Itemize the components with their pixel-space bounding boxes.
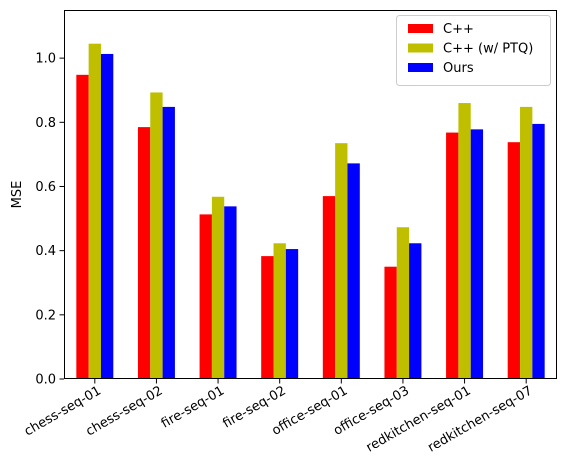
bar-chess-seq-02-series-1	[150, 92, 163, 380]
bar-fire-seq-01-series-2	[224, 206, 237, 379]
legend-box	[396, 15, 551, 86]
bar-office-seq-01-series-1	[335, 143, 348, 379]
bar-fire-seq-01-series-1	[211, 196, 225, 379]
bar-fire-seq-02-series-2	[285, 249, 299, 379]
y-tick-label: 0.2	[35, 308, 56, 323]
bar-chess-seq-02-series-0	[137, 127, 151, 380]
bars	[76, 43, 545, 380]
legend-label: C++	[443, 22, 474, 37]
y-tick-label: 0.8	[35, 116, 56, 131]
bar-fire-seq-02-series-1	[273, 243, 286, 379]
bar-chess-seq-01-series-1	[88, 43, 101, 379]
y-tick-label: 1.0	[35, 52, 56, 67]
bar-redkitchen-seq-01-series-2	[470, 129, 484, 379]
bar-redkitchen-seq-07-series-0	[507, 142, 521, 379]
legend-swatch	[408, 63, 433, 72]
legend-swatch	[408, 24, 433, 33]
bar-redkitchen-seq-01-series-1	[458, 103, 471, 380]
legend-label: C++ (w/ PTQ)	[443, 42, 533, 57]
x-tick-label: fire-seq-01	[159, 383, 227, 431]
bar-chess-seq-02-series-2	[162, 106, 175, 380]
bar-redkitchen-seq-01-series-0	[446, 132, 459, 379]
y-tick-label: 0.0	[35, 373, 56, 388]
bar-office-seq-03-series-1	[396, 227, 410, 379]
bar-redkitchen-seq-07-series-2	[532, 123, 545, 379]
x-tick-label: redkitchen-seq-07	[425, 383, 535, 455]
legend-swatch	[408, 43, 433, 53]
bar-office-seq-01-series-2	[347, 163, 360, 379]
bar-fire-seq-02-series-0	[261, 256, 274, 379]
bar-office-seq-01-series-0	[322, 196, 336, 379]
bar-redkitchen-seq-07-series-1	[520, 106, 533, 380]
bar-office-seq-03-series-2	[409, 243, 422, 379]
bar-chess-seq-01-series-2	[100, 53, 114, 380]
x-axis: chess-seq-01chess-seq-02fire-seq-01fire-…	[22, 379, 535, 456]
x-tick-label: redkitchen-seq-01	[364, 383, 474, 455]
bar-office-seq-03-series-0	[384, 266, 397, 379]
bar-fire-seq-01-series-0	[199, 214, 212, 379]
plot-frame	[64, 10, 557, 379]
y-axis: 0.0 0.2 0.4 0.6 0.8 1.0	[35, 52, 64, 388]
y-tick-label: 0.4	[35, 244, 56, 259]
legend-label: Ours	[443, 61, 474, 76]
legend: C++ C++ (w/ PTQ) Ours	[396, 15, 551, 86]
bar-chess-seq-01-series-0	[76, 74, 89, 379]
y-axis-label: MSE	[10, 181, 25, 209]
y-tick-label: 0.6	[35, 180, 56, 195]
